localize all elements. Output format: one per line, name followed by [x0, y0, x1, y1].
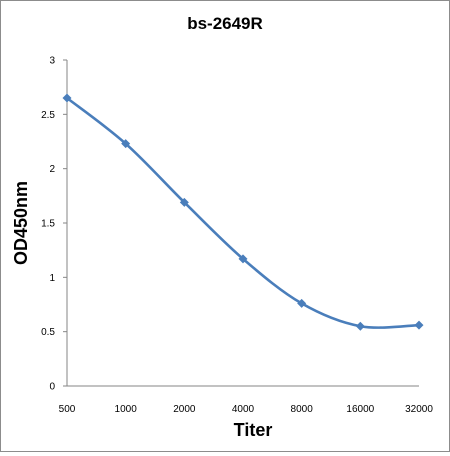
chart-title: bs-2649R — [187, 14, 263, 33]
series-group — [62, 93, 424, 331]
x-tick-label: 2000 — [173, 404, 196, 415]
x-tick-label: 500 — [59, 404, 76, 415]
x-axis-title: Titer — [234, 420, 273, 440]
y-tick-label: 2 — [49, 164, 55, 175]
x-tick-label: 8000 — [291, 404, 314, 415]
data-point-marker — [179, 197, 189, 207]
y-tick-label: 0.5 — [41, 327, 55, 338]
data-point-marker — [62, 93, 72, 103]
x-tick-labels: 500 1000 2000 4000 8000 16000 32000 — [59, 404, 434, 415]
axes — [66, 60, 419, 387]
y-tick-label: 3 — [49, 56, 55, 67]
x-tick-label: 4000 — [232, 404, 255, 415]
y-tick-label: 0 — [49, 382, 55, 393]
y-tick-labels: 0 0.5 1 1.5 2 2.5 3 — [41, 56, 67, 393]
series-line — [65, 96, 421, 329]
data-point-marker — [121, 139, 131, 149]
x-tick-label: 16000 — [346, 404, 374, 415]
data-point-marker — [355, 321, 365, 331]
x-tick-label: 1000 — [115, 404, 138, 415]
y-tick-label: 1 — [49, 273, 55, 284]
y-tick-label: 2.5 — [41, 110, 55, 121]
y-tick-label: 1.5 — [41, 219, 55, 230]
data-point-marker — [297, 298, 307, 308]
y-axis-title: OD450nm — [11, 181, 31, 265]
data-point-marker — [414, 320, 424, 330]
x-tick-label: 32000 — [405, 404, 433, 415]
